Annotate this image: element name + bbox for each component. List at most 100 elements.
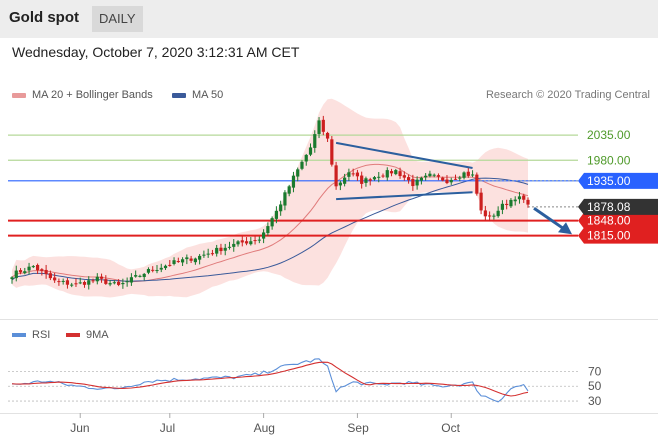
- candle-body: [453, 178, 458, 180]
- candle-body: [31, 266, 35, 268]
- forecast-arrow-head: [558, 222, 572, 235]
- candle-body: [53, 277, 57, 281]
- candle-body: [381, 175, 385, 177]
- x-tick-Jul: Jul: [160, 421, 175, 435]
- candle-body: [343, 177, 347, 184]
- candle-body: [57, 281, 61, 283]
- legend-rsi: RSI: [12, 329, 50, 341]
- candle-body: [424, 175, 428, 178]
- candle-body: [108, 283, 112, 285]
- candle-body: [406, 177, 411, 181]
- candle-body: [466, 171, 470, 176]
- candle-body: [317, 120, 321, 134]
- candle-body: [266, 226, 270, 234]
- candle-body: [240, 240, 244, 243]
- legend-9ma-label: 9MA: [86, 329, 109, 341]
- candle-body: [368, 179, 372, 181]
- candle-body: [296, 169, 300, 177]
- candle-body: [283, 192, 287, 206]
- candle-body: [398, 171, 402, 177]
- level-label-2035.00: 2035.00: [587, 128, 631, 142]
- candle-body: [35, 264, 40, 271]
- triangle-lower-line: [336, 191, 473, 201]
- candle-body: [146, 269, 151, 273]
- candle-body: [253, 240, 257, 242]
- candle-body: [206, 253, 210, 255]
- candle-body: [411, 178, 415, 187]
- candle-body: [419, 177, 423, 181]
- rsi-swatch: [12, 333, 26, 338]
- candle-body: [23, 271, 27, 274]
- candle-body: [377, 176, 381, 178]
- candle-body: [168, 264, 172, 266]
- candle-body: [10, 277, 14, 280]
- triangle-upper-line: [335, 141, 473, 170]
- candle-body: [95, 276, 99, 282]
- last-price-label: 1878.08: [587, 200, 631, 214]
- level-label-1935.00: 1935.00: [587, 174, 631, 188]
- candle-body: [526, 199, 530, 205]
- candle-body: [134, 275, 138, 277]
- x-tick-Aug: Aug: [254, 421, 275, 435]
- candle-body: [458, 177, 462, 179]
- candle-body: [176, 261, 180, 263]
- period-badge[interactable]: DAILY: [92, 6, 143, 32]
- candle-body: [44, 269, 48, 274]
- candle-body: [14, 270, 18, 279]
- candle-body: [180, 259, 185, 263]
- candle-body: [91, 280, 95, 282]
- level-label-1815.00: 1815.00: [587, 229, 631, 243]
- candle-body: [142, 273, 146, 278]
- candle-body: [325, 132, 330, 139]
- candle-body: [321, 119, 325, 132]
- level-tag-1935.00: [578, 172, 658, 189]
- candle-body: [330, 139, 334, 165]
- candle-body: [65, 280, 70, 285]
- candle-body: [449, 179, 453, 183]
- candle-body: [522, 195, 526, 200]
- candle-body: [360, 175, 364, 184]
- legend-ma50: MA 50: [172, 89, 223, 101]
- legend-9ma: 9MA: [66, 329, 109, 341]
- candle-body: [249, 241, 253, 245]
- candle-body: [385, 170, 389, 178]
- candle-body: [308, 147, 313, 155]
- candle-body: [304, 154, 308, 162]
- candle-body: [274, 210, 278, 219]
- candle-body: [104, 279, 108, 284]
- candle-body: [287, 186, 291, 194]
- candle-body: [500, 203, 505, 210]
- credit-text: Research © 2020 Trading Central: [485, 89, 650, 101]
- candle-body: [483, 210, 487, 217]
- candle-body: [496, 210, 500, 217]
- candle-body: [475, 174, 479, 194]
- candle-body: [436, 175, 441, 177]
- candle-body: [138, 275, 142, 277]
- rsi-tick-70: 70: [588, 364, 602, 378]
- forecast-arrow-shaft: [533, 207, 567, 232]
- level-label-1980.00: 1980.00: [587, 153, 631, 167]
- candle-body: [492, 215, 496, 217]
- candle-body: [509, 199, 513, 207]
- candle-body: [125, 281, 129, 283]
- candle-body: [151, 269, 155, 271]
- candle-body: [74, 283, 78, 285]
- candles-group: [10, 115, 530, 290]
- candle-body: [347, 172, 351, 177]
- ma9-swatch: [66, 333, 80, 338]
- candle-body: [279, 204, 283, 212]
- candle-body: [488, 215, 492, 217]
- candle-body: [394, 170, 398, 175]
- ma50-swatch: [172, 92, 186, 98]
- candle-body: [185, 257, 189, 260]
- candle-body: [117, 281, 121, 285]
- candle-body: [70, 284, 74, 286]
- candle-body: [223, 247, 227, 251]
- candle-body: [517, 196, 522, 200]
- candle-body: [210, 253, 215, 255]
- candle-body: [338, 182, 342, 186]
- timestamp: Wednesday, October 7, 2020 3:12:31 AM CE…: [12, 44, 300, 60]
- x-tick-Jun: Jun: [70, 421, 89, 435]
- candle-body: [513, 199, 517, 202]
